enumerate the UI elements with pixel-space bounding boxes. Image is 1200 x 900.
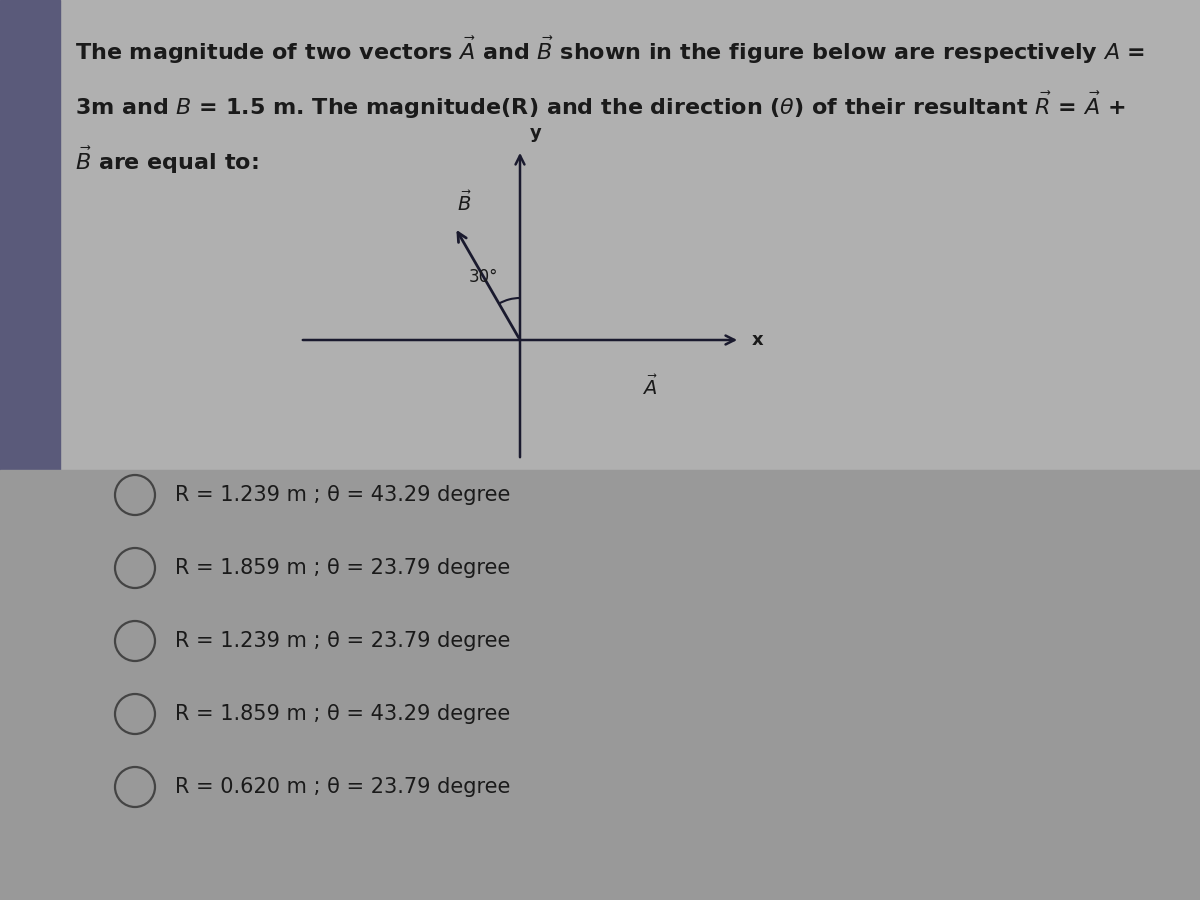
Text: The magnitude of two vectors $\vec{A}$ and $\vec{B}$ shown in the figure below a: The magnitude of two vectors $\vec{A}$ a… — [74, 35, 1145, 67]
Text: R = 1.239 m ; θ = 23.79 degree: R = 1.239 m ; θ = 23.79 degree — [175, 631, 510, 651]
Text: R = 1.239 m ; θ = 43.29 degree: R = 1.239 m ; θ = 43.29 degree — [175, 485, 510, 505]
Text: $\vec{A}$: $\vec{A}$ — [642, 375, 658, 400]
Text: y: y — [530, 124, 541, 142]
Bar — [0, 470, 1200, 900]
Text: R = 1.859 m ; θ = 23.79 degree: R = 1.859 m ; θ = 23.79 degree — [175, 558, 510, 578]
Text: $\vec{B}$: $\vec{B}$ — [457, 191, 473, 215]
Text: 3m and $B$ = 1.5 m. The magnitude(R) and the direction ($\theta$) of their resul: 3m and $B$ = 1.5 m. The magnitude(R) and… — [74, 90, 1126, 122]
Text: x: x — [752, 331, 763, 349]
Text: R = 0.620 m ; θ = 23.79 degree: R = 0.620 m ; θ = 23.79 degree — [175, 777, 510, 797]
Bar — [0, 0, 60, 900]
Text: R = 1.859 m ; θ = 43.29 degree: R = 1.859 m ; θ = 43.29 degree — [175, 704, 510, 724]
Text: 30°: 30° — [468, 268, 498, 286]
Text: $\vec{B}$ are equal to:: $\vec{B}$ are equal to: — [74, 145, 258, 176]
